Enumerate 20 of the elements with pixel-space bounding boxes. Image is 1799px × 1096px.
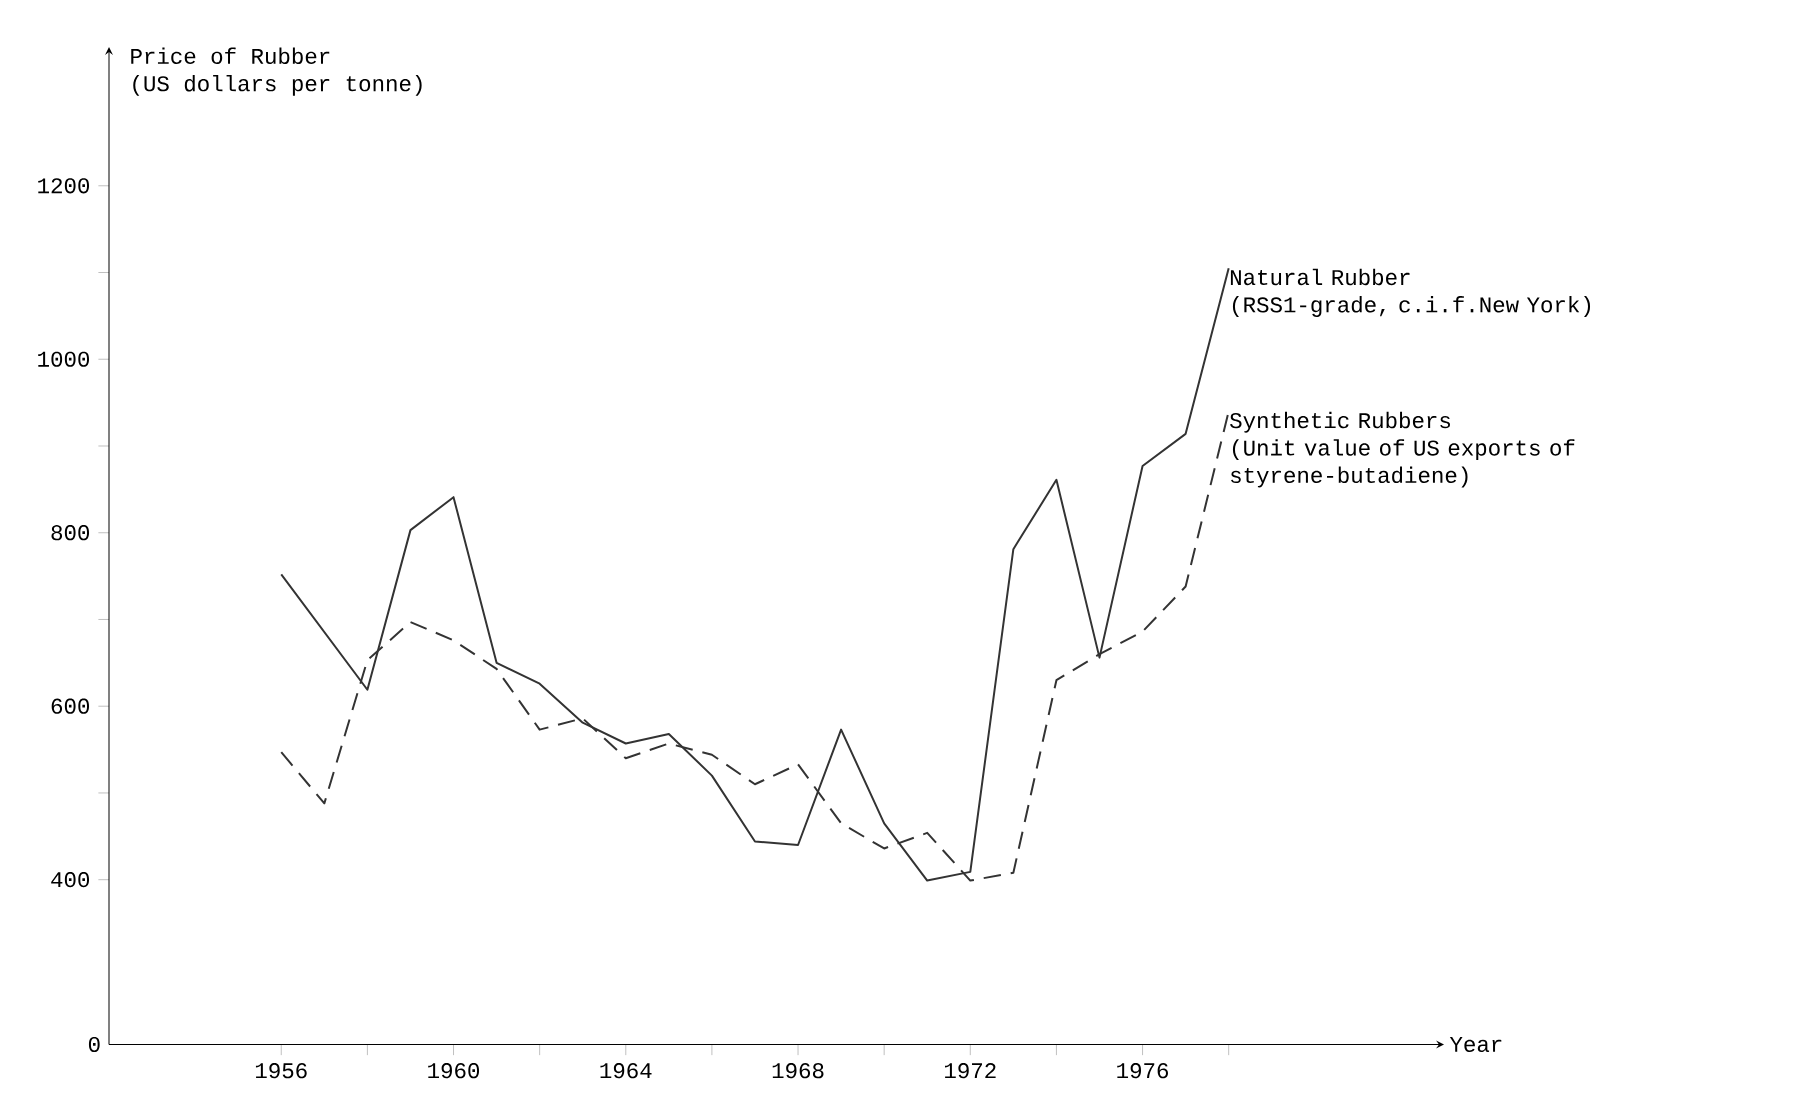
y-tick-label: 800 — [51, 525, 90, 541]
line-series — [280, 267, 1230, 882]
x-tick-label: 1972 — [944, 1063, 996, 1079]
x-tick-label: 1964 — [600, 1063, 652, 1079]
y-axis-title: Price of Rubber — [131, 47, 330, 64]
annotation: (US dollars per tonne) — [133, 74, 422, 96]
annotation: (RSS1-grade, c.i.f.New York) — [1232, 296, 1591, 317]
y-tick-label: 1200 — [38, 178, 90, 194]
series-label: Natural Rubber — [1230, 268, 1410, 286]
x-tick-label: 1960 — [428, 1063, 480, 1079]
x-tick-label: 1956 — [255, 1063, 307, 1079]
x-axis-title: Year — [1449, 1037, 1502, 1053]
series-label: Synthetic Rubbers — [1230, 411, 1450, 433]
annotation: (Unit value of US exports of styrene-butadiene) — [1231, 439, 1575, 488]
text: 0 — [88, 1036, 100, 1053]
y-tick-label: 400 — [51, 872, 90, 888]
x-tick-label: 1976 — [1117, 1063, 1168, 1079]
y-tick-label: 1000 — [38, 351, 90, 367]
x-tick-label: 1968 — [772, 1063, 824, 1079]
y-tick-label: 600 — [51, 698, 90, 714]
